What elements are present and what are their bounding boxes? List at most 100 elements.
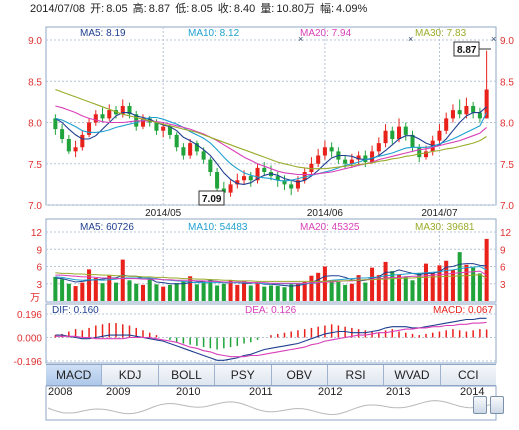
low-value: 8.05: [191, 3, 213, 15]
volume-label: 量:: [260, 3, 275, 15]
tab-wvad[interactable]: WVAD: [384, 365, 441, 385]
overview-line: [47, 400, 495, 416]
volume-bar: [120, 259, 125, 301]
price-axis-left: 9.0 8.5 8.0 7.5 7.0: [28, 36, 42, 212]
price-ma10-line: [55, 112, 488, 182]
price-candle: [370, 151, 375, 163]
volume-bar: [154, 284, 159, 301]
open-value: 8.05: [106, 3, 128, 15]
volume-bar: [450, 269, 455, 301]
price-candle: [208, 159, 213, 172]
macd-dea-legend: DEA: 0.126: [245, 305, 297, 316]
volume-ma30-line: [55, 272, 487, 282]
volume-bar: [356, 275, 361, 301]
price-ma10-legend: MA10: 8.12: [188, 28, 240, 39]
range-handle-right[interactable]: [490, 396, 504, 414]
price-marker-ma20: ×: [298, 34, 303, 44]
tab-rsi[interactable]: RSI: [328, 365, 385, 385]
price-candle: [444, 118, 449, 131]
price-candle: [403, 126, 408, 135]
range-handle-left[interactable]: [473, 396, 487, 414]
macd-tick-label: 0.000: [17, 334, 42, 345]
close-label: 收:: [217, 3, 232, 15]
price-candle: [437, 130, 442, 141]
quote-date: 2014/07/08: [30, 3, 86, 15]
high-label: 高:: [132, 3, 147, 15]
volume-bar: [167, 284, 172, 301]
volume-bar: [471, 267, 476, 301]
price-candle: [464, 106, 469, 115]
volume-bar: [228, 280, 233, 301]
change-value: 4.09%: [336, 3, 368, 15]
volume-bar: [444, 260, 449, 301]
price-candle: [275, 176, 280, 181]
volume-bar: [113, 282, 119, 301]
volume-tick-label: 3: [36, 280, 42, 291]
volume-bar: [242, 280, 247, 301]
volume-bar: [215, 285, 220, 301]
price-candle: [363, 155, 368, 163]
high-callout: 8.87: [457, 45, 477, 56]
volume-bar: [140, 284, 145, 301]
volume-bar: [383, 261, 388, 301]
tab-psy[interactable]: PSY: [215, 365, 272, 385]
price-candle: [194, 143, 199, 152]
volume-tick-label-right: 6: [500, 263, 506, 274]
price-tick-label: 9.0: [28, 36, 42, 47]
tab-boll[interactable]: BOLL: [159, 365, 216, 385]
macd-dif-line: [55, 317, 487, 361]
price-candle: [100, 114, 105, 119]
volume-bar: [73, 286, 78, 301]
volume-tick-label: 12: [31, 228, 43, 239]
year-label: 2008: [48, 386, 73, 398]
volume-bar: [208, 279, 213, 301]
high-value: 8.87: [148, 3, 171, 15]
price-candle: [228, 184, 233, 193]
tab-cci[interactable]: CCI: [457, 368, 479, 382]
price-candle: [383, 130, 388, 144]
macd-dif-legend: DIF: 0.160: [52, 305, 99, 316]
price-candle: [390, 130, 395, 139]
volume-bar: [403, 276, 408, 301]
volume-bar: [484, 238, 489, 301]
price-candle: [316, 155, 321, 164]
volume-bar: [316, 272, 321, 301]
volume-bars: [53, 238, 489, 301]
price-candle: [140, 118, 145, 127]
volume-bar: [275, 286, 280, 301]
volume-bar: [188, 276, 193, 301]
price-tick-label-right: 8.5: [500, 77, 514, 88]
macd-tick-label: 0.196: [17, 310, 42, 321]
volume-bar: [302, 282, 307, 301]
volume-bar: [390, 271, 395, 301]
indicator-tabs: MACD KDJ BOLL PSY OBV RSI WVAD CCI: [46, 364, 496, 386]
price-candle: [93, 114, 98, 123]
volume-bar: [289, 284, 294, 301]
tab-kdj[interactable]: KDJ: [102, 365, 159, 385]
tab-obv[interactable]: OBV: [272, 365, 328, 385]
volume-tick-label-right: 12: [500, 228, 512, 239]
price-tick-label: 8.5: [28, 77, 42, 88]
tab-macd[interactable]: MACD: [46, 365, 103, 385]
price-candle: [154, 122, 159, 131]
price-candle: [423, 151, 429, 158]
price-candle: [282, 180, 287, 185]
price-candle: [235, 180, 240, 185]
price-candle: [376, 143, 381, 152]
volume-bar: [53, 276, 58, 301]
low-callout: 7.09: [202, 194, 222, 205]
macd-tick-label: -0.196: [14, 357, 43, 368]
price-candle: [356, 155, 361, 160]
year-label: 2010: [176, 386, 201, 398]
volume-bar: [376, 275, 381, 301]
volume-bar: [161, 286, 166, 301]
volume-bar: [66, 283, 71, 301]
price-candle: [107, 110, 112, 119]
macd-value-legend: MACD: 0.067: [433, 305, 493, 316]
price-candle: [417, 147, 422, 158]
year-label: 2011: [249, 386, 273, 398]
volume-bar: [60, 279, 65, 301]
volume-bar: [336, 282, 341, 301]
volume-bar: [100, 283, 105, 301]
volume-bar: [329, 280, 334, 301]
